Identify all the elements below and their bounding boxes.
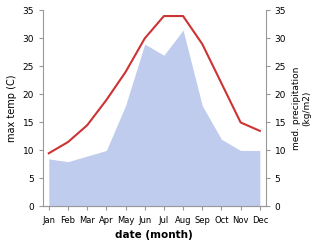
Y-axis label: max temp (C): max temp (C) <box>7 75 17 142</box>
Y-axis label: med. precipitation
(kg/m2): med. precipitation (kg/m2) <box>292 67 311 150</box>
X-axis label: date (month): date (month) <box>115 230 193 240</box>
